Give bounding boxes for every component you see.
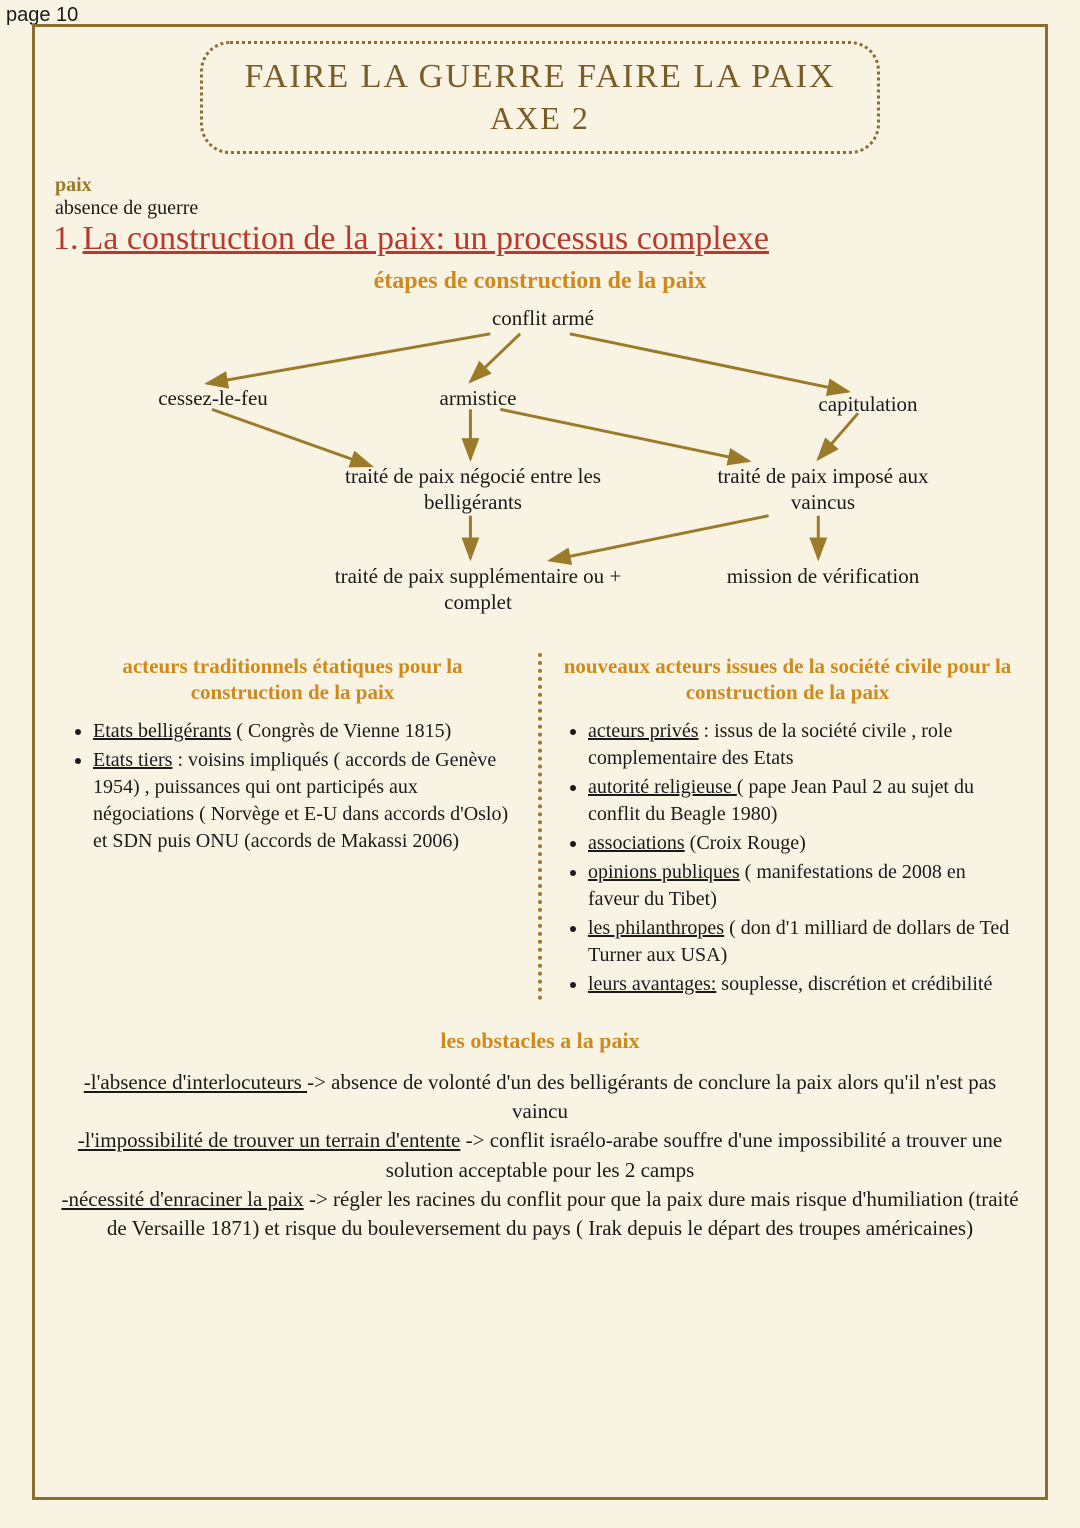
list-item-underline: Etats belligérants	[93, 720, 231, 742]
list-item-underline: Etats tiers	[93, 749, 172, 771]
page-border: FAIRE LA GUERRE FAIRE LA PAIX AXE 2 paix…	[32, 24, 1048, 1500]
list-item: opinions publiques ( manifestations de 2…	[588, 859, 1015, 913]
title-line-1: FAIRE LA GUERRE FAIRE LA PAIX	[233, 58, 847, 96]
node-supplementary-treaty: traité de paix supplémentaire ou + compl…	[333, 563, 623, 616]
node-negotiated-treaty: traité de paix négocié entre les belligé…	[323, 463, 623, 516]
node-armistice: armistice	[403, 385, 553, 411]
list-item-rest: (Croix Rouge)	[685, 832, 806, 854]
node-verification: mission de vérification	[693, 563, 953, 589]
list-item-rest: ( Congrès de Vienne 1815)	[231, 720, 451, 742]
definition-term: paix	[55, 174, 1027, 197]
steps-subtitle: étapes de construction de la paix	[53, 268, 1027, 295]
title-box: FAIRE LA GUERRE FAIRE LA PAIX AXE 2	[200, 41, 880, 154]
obstacle-underline: -nécessité d'enraciner la paix	[61, 1187, 303, 1211]
left-column-title: acteurs traditionnels étatiques pour la …	[65, 653, 520, 706]
list-item-underline: leurs avantages:	[588, 973, 716, 995]
list-item: les philanthropes ( don d'1 milliard de …	[588, 915, 1015, 969]
right-column: nouveaux acteurs issues de la société ci…	[548, 653, 1027, 1000]
right-list: acteurs privés : issus de la société civ…	[560, 718, 1015, 998]
list-item: acteurs privés : issus de la société civ…	[588, 718, 1015, 772]
list-item-underline: autorité religieuse	[588, 776, 737, 798]
list-item-underline: opinions publiques	[588, 861, 740, 883]
diagram: conflit armé cessez-le-feu armistice cap…	[53, 301, 1027, 631]
node-capitulation: capitulation	[783, 391, 953, 417]
obstacle-rest: -> absence de volonté d'un des belligéra…	[307, 1070, 996, 1123]
column-divider	[538, 653, 542, 1000]
title-line-2: AXE 2	[233, 100, 847, 137]
node-imposed-treaty: traité de paix imposé aux vaincus	[683, 463, 963, 516]
left-list: Etats belligérants ( Congrès de Vienne 1…	[65, 718, 520, 855]
obstacle-line: -nécessité d'enraciner la paix -> régler…	[61, 1185, 1019, 1244]
list-item: Etats belligérants ( Congrès de Vienne 1…	[93, 718, 520, 745]
section-title: La construction de la paix: un processus…	[83, 220, 769, 257]
obstacle-underline: -l'impossibilité de trouver un terrain d…	[78, 1128, 461, 1152]
list-item-underline: acteurs privés	[588, 720, 699, 742]
section-number: 1.	[53, 220, 79, 257]
list-item: autorité religieuse ( pape Jean Paul 2 a…	[588, 774, 1015, 828]
node-cease-fire: cessez-le-feu	[113, 385, 313, 411]
list-item-underline: associations	[588, 832, 685, 854]
obstacle-line: -l'impossibilité de trouver un terrain d…	[61, 1126, 1019, 1185]
list-item: associations (Croix Rouge)	[588, 830, 1015, 857]
obstacles-body: -l'absence d'interlocuteurs -> absence d…	[53, 1068, 1027, 1244]
node-root: conflit armé	[443, 305, 643, 331]
left-column: acteurs traditionnels étatiques pour la …	[53, 653, 532, 1000]
list-item-rest: souplesse, discrétion et crédibilité	[716, 973, 992, 995]
obstacles-title: les obstacles a la paix	[53, 1028, 1027, 1054]
list-item: Etats tiers : voisins impliqués ( accord…	[93, 747, 520, 855]
list-item: leurs avantages: souplesse, discrétion e…	[588, 971, 1015, 998]
right-column-title: nouveaux acteurs issues de la société ci…	[560, 653, 1015, 706]
obstacle-underline: -l'absence d'interlocuteurs	[84, 1070, 307, 1094]
obstacle-rest: -> conflit israélo-arabe souffre d'une i…	[386, 1128, 1002, 1181]
list-item-underline: les philanthropes	[588, 917, 724, 939]
definition-text: absence de guerre	[55, 197, 1027, 220]
obstacle-line: -l'absence d'interlocuteurs -> absence d…	[61, 1068, 1019, 1127]
section-heading: 1.La construction de la paix: un process…	[53, 220, 1027, 258]
two-columns: acteurs traditionnels étatiques pour la …	[53, 653, 1027, 1000]
